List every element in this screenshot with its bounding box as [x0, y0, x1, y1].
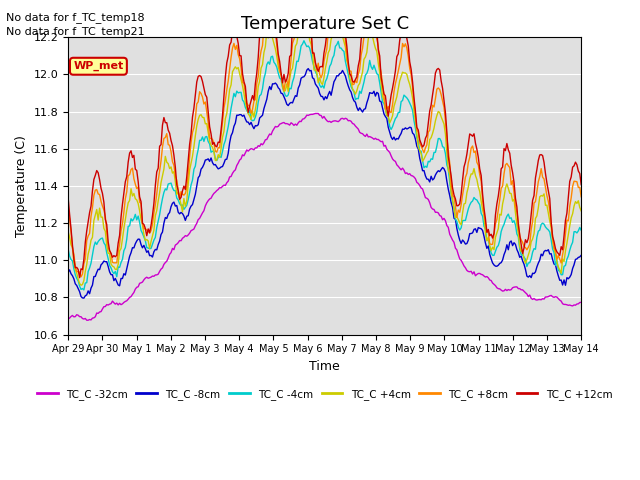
Line: TC_C +12cm: TC_C +12cm [68, 0, 581, 277]
TC_C -32cm [64, 316, 72, 322]
TC_C -32cm [312, 110, 319, 116]
TC_C -32cm [83, 317, 91, 323]
TC_C +12cm [244, 109, 252, 115]
TC_C +4cm [64, 229, 72, 235]
TC_C +4cm [335, 14, 342, 20]
TC_C +12cm [577, 182, 585, 188]
TC_C +8cm [244, 103, 252, 108]
Line: TC_C +4cm: TC_C +4cm [68, 17, 581, 285]
Text: No data for f_TC_temp21: No data for f_TC_temp21 [6, 26, 145, 37]
TC_C +12cm [219, 113, 227, 119]
TC_C -4cm [219, 149, 227, 155]
Text: No data for f_TC_temp18: No data for f_TC_temp18 [6, 12, 145, 23]
TC_C -8cm [305, 66, 312, 72]
Line: TC_C -32cm: TC_C -32cm [68, 113, 581, 320]
TC_C -8cm [552, 262, 559, 268]
Title: Temperature Set C: Temperature Set C [241, 15, 409, 33]
TC_C +12cm [129, 155, 136, 160]
TC_C +8cm [77, 274, 85, 280]
TC_C +8cm [552, 248, 559, 253]
TC_C -8cm [64, 269, 72, 275]
TC_C +4cm [77, 282, 85, 288]
TC_C +4cm [244, 111, 252, 117]
TC_C -4cm [129, 218, 136, 224]
TC_C -4cm [552, 263, 559, 268]
TC_C -8cm [80, 295, 88, 301]
TC_C +4cm [236, 71, 243, 77]
TC_C -32cm [290, 122, 298, 128]
TC_C -8cm [219, 164, 227, 169]
TC_C -4cm [80, 287, 88, 293]
TC_C -4cm [64, 246, 72, 252]
TC_C -32cm [577, 300, 585, 305]
TC_C -4cm [577, 228, 585, 233]
TC_C +8cm [577, 194, 585, 200]
TC_C +4cm [129, 193, 136, 199]
X-axis label: Time: Time [309, 360, 340, 373]
TC_C +12cm [64, 195, 72, 201]
Line: TC_C -8cm: TC_C -8cm [68, 69, 581, 298]
TC_C +12cm [236, 53, 243, 59]
TC_C +8cm [129, 165, 136, 171]
TC_C -32cm [552, 294, 559, 300]
TC_C +8cm [64, 210, 72, 216]
Y-axis label: Temperature (C): Temperature (C) [15, 135, 28, 237]
TC_C +4cm [290, 54, 298, 60]
TC_C +4cm [219, 134, 227, 140]
TC_C +12cm [290, 15, 298, 21]
TC_C -4cm [236, 90, 243, 96]
TC_C +8cm [290, 36, 298, 42]
TC_C -32cm [236, 157, 243, 163]
TC_C +12cm [76, 275, 83, 280]
Line: TC_C -4cm: TC_C -4cm [68, 41, 581, 290]
TC_C -4cm [244, 110, 252, 116]
TC_C -32cm [219, 183, 227, 189]
Legend: TC_C -32cm, TC_C -8cm, TC_C -4cm, TC_C +4cm, TC_C +8cm, TC_C +12cm: TC_C -32cm, TC_C -8cm, TC_C -4cm, TC_C +… [33, 384, 616, 404]
TC_C +12cm [552, 246, 559, 252]
TC_C -8cm [290, 96, 298, 102]
Text: WP_met: WP_met [74, 61, 124, 72]
TC_C -8cm [244, 120, 252, 125]
TC_C -32cm [244, 148, 252, 154]
TC_C +8cm [236, 56, 243, 61]
TC_C -8cm [129, 245, 136, 251]
TC_C -4cm [300, 38, 308, 44]
TC_C -8cm [236, 112, 243, 118]
TC_C -8cm [577, 252, 585, 258]
TC_C -32cm [129, 291, 136, 297]
TC_C +8cm [219, 120, 227, 125]
TC_C -4cm [290, 74, 298, 80]
TC_C +4cm [552, 251, 559, 256]
TC_C +4cm [577, 208, 585, 214]
Line: TC_C +8cm: TC_C +8cm [68, 0, 581, 277]
